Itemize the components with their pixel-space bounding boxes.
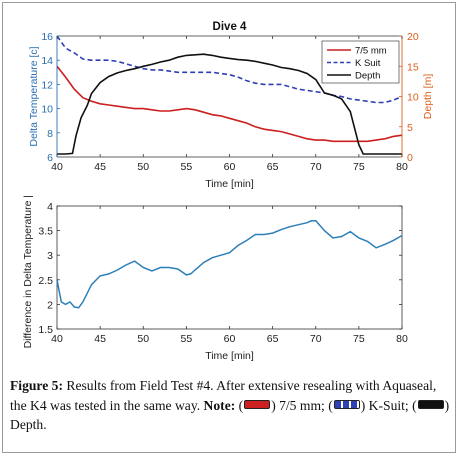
figure-frame <box>2 2 456 453</box>
note-label: Note: <box>203 397 236 413</box>
y-tick-label: 1.5 <box>38 324 53 336</box>
chart-difference: 40 45 50 55 60 65 70 75 80 1.5 2 2.5 3 3.5 4 Time [min]… <box>22 196 408 362</box>
x-axis-label: Time [min] <box>205 178 254 190</box>
x-tick-label: 55 <box>181 161 193 173</box>
series-line-1 <box>56 35 403 104</box>
plot-area <box>56 205 403 330</box>
x-tick-label: 45 <box>94 333 106 345</box>
blue-dashed-swatch <box>333 399 360 409</box>
y-tick-label: 12 <box>41 79 53 91</box>
caption-text: Results from Field Test #4. After extens… <box>10 378 437 413</box>
y-tick-label: 3.5 <box>38 226 53 238</box>
x-tick-label: 45 <box>94 161 106 173</box>
y-axis-label: Delta Temperature [c] <box>28 46 40 146</box>
x-tick-label: 80 <box>396 161 408 173</box>
y2-tick-label: 20 <box>407 31 419 43</box>
figure-caption: Figure 5: Results from Field Test #4. Af… <box>10 376 452 435</box>
x-tick-label: 50 <box>137 161 149 173</box>
y2-tick-label: 10 <box>407 92 419 104</box>
legend-label: 7/5 mm <box>355 46 387 57</box>
y2-axis-label: Depth [m] <box>422 74 434 120</box>
x-tick-label: 75 <box>353 161 365 173</box>
blue-legend-text: ) K-Suit; <box>360 397 409 413</box>
paren-open-black: ( <box>412 397 417 413</box>
black-legend-text: ) Depth. <box>10 397 450 433</box>
x-tick-label: 65 <box>267 161 279 173</box>
series-line-0 <box>56 220 403 309</box>
x-tick-label: 75 <box>353 333 365 345</box>
chart-title: Dive 4 <box>213 21 247 33</box>
x-tick-label: 40 <box>51 161 63 173</box>
x-tick-label: 60 <box>224 161 236 173</box>
figure-label: Figure 5: <box>10 378 63 393</box>
y2-tick-label: 5 <box>407 122 413 134</box>
y-tick-label: 10 <box>41 104 53 116</box>
x-tick-label: 70 <box>310 333 322 345</box>
y-tick-label: 2 <box>47 299 53 311</box>
y-tick-label: 16 <box>41 31 53 43</box>
legend-label: K Suit <box>355 58 381 69</box>
legend-label: Depth <box>355 71 380 82</box>
y-axis-label: Difference in Delta Temperature [c] <box>22 196 34 348</box>
y-tick-label: 4 <box>47 201 53 213</box>
series-line-2 <box>57 53 402 155</box>
y2-tick-label: 15 <box>407 61 419 73</box>
paren-open-red: ( <box>238 397 244 413</box>
y-tick-label: 6 <box>47 152 53 164</box>
y-tick-label: 14 <box>41 55 53 67</box>
black-line-swatch <box>417 399 444 409</box>
x-tick-label: 40 <box>51 333 63 345</box>
y-tick-label: 8 <box>47 128 53 140</box>
x-axis-label: Time [min] <box>205 350 254 362</box>
red-line-swatch <box>244 399 271 409</box>
x-tick-label: 80 <box>396 333 408 345</box>
y2-tick-label: 0 <box>407 152 413 164</box>
y-tick-label: 2.5 <box>38 275 53 287</box>
paren-open-blue: ( <box>328 397 333 413</box>
x-tick-label: 60 <box>224 333 236 345</box>
y-tick-label: 3 <box>47 250 53 262</box>
chart-dive-4: 40 45 50 55 60 65 70 75 80 6 8 10 12 14 16 0 5 10 15 20 Dive… <box>28 21 434 190</box>
x-tick-label: 55 <box>181 333 193 345</box>
red-legend-text: ) 7/5 mm; <box>271 397 325 413</box>
series-line-0 <box>56 65 403 143</box>
x-tick-label: 65 <box>267 333 279 345</box>
x-tick-label: 50 <box>137 333 149 345</box>
x-tick-label: 70 <box>310 161 322 173</box>
